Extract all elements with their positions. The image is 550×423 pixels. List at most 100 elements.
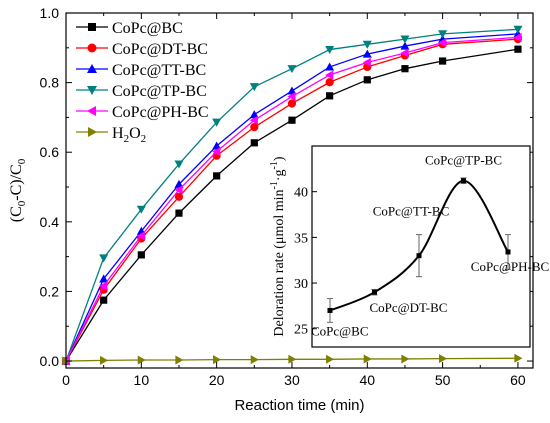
main-axes: 0 10 20 30 40 50 600.00.20.40.60.81.0Reaction … [8,5,534,414]
inset-frame [311,145,531,348]
data-point [326,354,335,364]
data-point [249,110,259,119]
inset-y-tick-label: 30 [294,277,308,292]
data-point [325,62,335,71]
data-point [326,92,334,100]
data-point [137,355,146,365]
main-plot-frame [65,12,534,369]
data-point [249,83,259,92]
legend-label: CoPc@DT-BC [112,41,208,58]
data-point [362,57,371,67]
legend-label: CoPc@PH-BC [112,104,209,121]
data-point [400,35,410,44]
data-point [136,231,145,241]
inset-marker [416,253,422,259]
series-line [65,28,518,362]
y-label-part: -C)/C [8,164,25,200]
legend-label-part: O [129,125,141,142]
data-point [212,141,222,150]
inset-y-label-unit: ) [272,156,287,161]
inset-point-label: CoPc@TT-BC [373,204,450,219]
legend-marker [87,106,96,116]
series-line [65,357,518,362]
legend-marker [88,127,97,137]
y-tick-label: 0.4 [40,214,60,230]
inset-curve [329,179,509,312]
y-tick-label: 0.6 [40,144,60,160]
inset-marker [327,307,333,313]
data-point [325,45,335,55]
data-point [513,32,522,42]
data-point [175,209,183,217]
y-label-subscript: 0 [16,200,28,206]
data-point [249,115,258,125]
legend-entry: CoPc@PH-BC [76,104,209,121]
x-tick-label: 60 [510,372,526,388]
data-point [287,99,297,108]
legend-label: CoPc@BC [112,20,183,37]
data-point [250,355,259,365]
series-line [65,36,518,362]
data-point [99,254,109,263]
data-point [288,354,297,364]
inset-y-label-superscript: -1 [269,181,280,189]
inset-y-tick-label: 40 [294,186,308,201]
legend-entry: CoPc@DT-BC [76,41,208,58]
x-tick-label: 40 [360,372,376,388]
data-point [213,172,221,180]
data-point [287,86,297,95]
data-point [362,40,372,49]
data-point [137,251,145,259]
y-label-subscript: 0 [16,158,28,164]
y-label-part: (C [8,206,25,222]
data-point [175,355,184,365]
legend-marker [87,64,97,73]
series-line [65,38,518,362]
data-point [363,76,371,84]
inset-marker [505,249,511,255]
inset-point-label: CoPc@BC [311,323,368,338]
data-point [213,355,222,365]
data-point [174,160,184,169]
legend: CoPc@BC CoPc@DT-BC CoPc@TT-BC CoPc@TP-BC CoP… [76,20,209,145]
inset-y-label-unit: (μmol min [272,189,287,248]
data-point [400,41,410,50]
data-point [212,118,222,127]
inset-point: CoPc@BC [311,298,368,338]
data-point [439,57,447,65]
legend-label-subscript: 2 [141,133,147,145]
data-point [100,355,109,365]
series-copc-ph-bc [61,32,522,366]
inset-point-label: CoPc@PH-BC [471,259,549,274]
x-axis-label: Reaction time (min) [234,397,364,414]
data-point [174,192,184,201]
inset-point-label: CoPc@DT-BC [370,300,448,315]
legend-label: H2O2 [112,125,146,145]
data-point [100,296,108,304]
data-point [250,139,258,147]
legend-label: CoPc@TT-BC [112,62,206,79]
data-point [401,65,409,73]
inset-y-label-superscript: -1 [269,161,280,169]
main-series-group [61,25,523,366]
y-tick-label: 0.8 [40,75,60,91]
inset-point: CoPc@DT-BC [370,288,448,315]
data-point [325,70,334,80]
data-point [439,354,448,364]
legend-label: CoPc@TP-BC [112,83,207,100]
data-point [174,185,183,195]
series-h2o2 [62,353,523,366]
y-tick-label: 0.0 [40,353,60,369]
data-point [136,205,146,214]
legend-entry: CoPc@TP-BC [76,83,207,100]
inset-point-label: CoPc@TP-BC [425,153,502,168]
y-tick-label: 0.2 [40,283,60,299]
series-line [65,48,519,362]
data-point [287,92,296,102]
data-point [362,49,372,58]
legend-label-subscript: 2 [124,133,130,145]
data-point [514,353,523,363]
series-line [65,33,518,362]
inset-y-label-unit: ·g [272,169,287,181]
data-point [212,147,221,157]
